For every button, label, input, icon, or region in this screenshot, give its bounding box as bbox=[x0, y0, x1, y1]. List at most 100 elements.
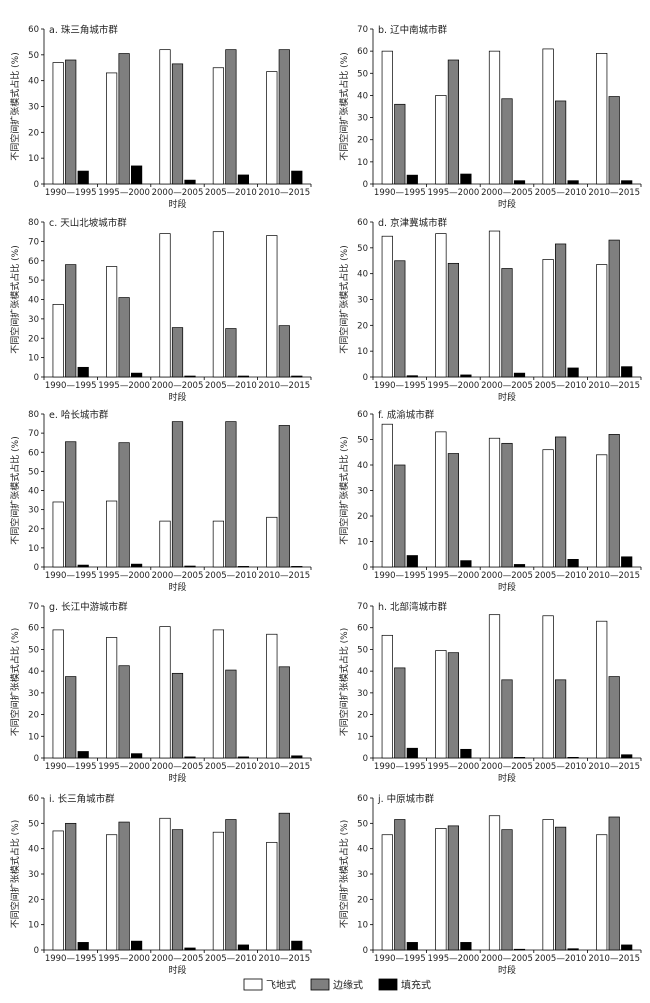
bar-tianchong bbox=[131, 563, 143, 568]
y-tick-label: 10 bbox=[357, 921, 368, 931]
x-tick-label: 2010—2015 bbox=[258, 954, 310, 964]
x-tick-label: 2005—2010 bbox=[535, 762, 587, 772]
bar-bianyuan bbox=[118, 442, 130, 568]
x-tick-label: 2010—2015 bbox=[258, 381, 310, 391]
bar-tianchong bbox=[513, 372, 526, 378]
bar-bianyuan bbox=[501, 98, 513, 185]
bar-bianyuan bbox=[225, 819, 237, 951]
bar-bianyuan bbox=[608, 239, 620, 378]
bar-feidi bbox=[381, 50, 393, 185]
bar-bianyuan bbox=[394, 464, 406, 568]
legend-swatch-bianyuan bbox=[310, 978, 330, 991]
y-tick-label: 0 bbox=[363, 180, 368, 190]
x-tick-label: 2005—2010 bbox=[205, 381, 257, 391]
bar-bianyuan bbox=[608, 676, 620, 759]
bar-tianchong bbox=[184, 947, 196, 951]
legend-swatch-tianchong bbox=[378, 978, 398, 991]
bar-tianchong bbox=[513, 756, 526, 759]
bar-bianyuan bbox=[278, 49, 290, 185]
bar-feidi bbox=[52, 629, 64, 759]
x-tick-label: 2000—2005 bbox=[152, 381, 204, 391]
x-tick-label: 1995—2000 bbox=[428, 571, 480, 581]
bar-feidi bbox=[52, 830, 64, 951]
y-tick-label: 0 bbox=[363, 373, 368, 383]
x-tick-label: 1990—1995 bbox=[374, 762, 426, 772]
bar-tianchong bbox=[567, 558, 579, 568]
bar-bianyuan bbox=[225, 421, 237, 568]
y-tick-label: 40 bbox=[28, 667, 39, 677]
x-tick-label: 1990—1995 bbox=[374, 381, 426, 391]
bar-bianyuan bbox=[118, 53, 130, 185]
x-tick-label: 2010—2015 bbox=[588, 762, 640, 772]
chart-panel: 0 10 20 30 40 50 60 1990—1995 1995—2000 2000—2005… bbox=[338, 217, 642, 403]
bar-feidi bbox=[212, 67, 224, 185]
bar-bianyuan bbox=[608, 96, 620, 185]
x-tick-label: 2010—2015 bbox=[588, 954, 640, 964]
y-tick-label: 50 bbox=[28, 51, 39, 61]
x-tick-label: 2000—2005 bbox=[481, 188, 533, 198]
y-tick-label: 10 bbox=[28, 154, 39, 164]
bar-bianyuan bbox=[554, 679, 567, 759]
bar-tianchong bbox=[460, 748, 472, 759]
y-tick-label: 50 bbox=[357, 436, 368, 446]
x-axis-title: 时段 bbox=[498, 198, 516, 210]
panel-title: c. 天山北坡城市群 bbox=[49, 217, 127, 229]
bar-tianchong bbox=[77, 751, 89, 759]
bar-feidi bbox=[212, 831, 224, 951]
bar-feidi bbox=[381, 423, 393, 568]
x-axis-title: 时段 bbox=[168, 581, 186, 593]
y-axis-title: 不同空间扩张模式占比 (%) bbox=[9, 820, 21, 928]
bar-feidi bbox=[596, 834, 608, 951]
chart-panel: 0 10 20 30 40 50 60 70 1990—1995 1995—2000 2000—20… bbox=[9, 601, 312, 784]
x-tick-label: 2005—2010 bbox=[205, 762, 257, 772]
bar-tianchong bbox=[291, 755, 303, 759]
y-tick-label: 30 bbox=[28, 315, 39, 325]
y-tick-label: 20 bbox=[357, 136, 368, 146]
y-axis-title: 不同空间扩张模式占比 (%) bbox=[338, 436, 350, 544]
bar-bianyuan bbox=[171, 327, 184, 378]
x-axis-title: 时段 bbox=[168, 391, 186, 403]
y-tick-label: 0 bbox=[34, 373, 39, 383]
panel-title: g. 长江中游城市群 bbox=[49, 601, 128, 613]
bar-bianyuan bbox=[447, 825, 459, 951]
y-tick-label: 50 bbox=[28, 819, 39, 829]
x-tick-label: 2010—2015 bbox=[258, 762, 310, 772]
y-tick-label: 60 bbox=[357, 410, 368, 420]
x-tick-label: 2010—2015 bbox=[258, 571, 310, 581]
x-tick-label: 2005—2010 bbox=[535, 381, 587, 391]
bar-bianyuan bbox=[171, 421, 184, 568]
y-tick-label: 50 bbox=[357, 645, 368, 655]
panel-title: h. 北部湾城市群 bbox=[378, 601, 448, 613]
bar-feidi bbox=[266, 71, 278, 185]
x-axis-title: 时段 bbox=[498, 964, 516, 976]
x-tick-label: 2005—2010 bbox=[205, 188, 257, 198]
bar-tianchong bbox=[131, 165, 143, 185]
x-tick-label: 2010—2015 bbox=[588, 188, 640, 198]
bar-tianchong bbox=[184, 565, 196, 568]
y-tick-label: 60 bbox=[28, 25, 39, 35]
y-tick-label: 60 bbox=[28, 448, 39, 458]
x-tick-label: 1995—2000 bbox=[428, 381, 480, 391]
bar-bianyuan bbox=[447, 262, 459, 378]
y-tick-label: 30 bbox=[357, 487, 368, 497]
chart-panel: 0 10 20 30 40 50 60 1990—1995 1995—2000 2000—2005… bbox=[338, 409, 642, 593]
bar-feidi bbox=[488, 614, 501, 759]
bar-feidi bbox=[52, 303, 64, 378]
bar-bianyuan bbox=[554, 243, 567, 378]
y-tick-label: 70 bbox=[357, 602, 368, 612]
y-tick-label: 0 bbox=[34, 180, 39, 190]
y-tick-label: 30 bbox=[28, 870, 39, 880]
bar-feidi bbox=[542, 449, 554, 568]
bar-bianyuan bbox=[65, 441, 77, 568]
panel-title: a. 珠三角城市群 bbox=[49, 24, 118, 36]
y-tick-label: 30 bbox=[28, 506, 39, 516]
x-tick-label: 2000—2005 bbox=[481, 762, 533, 772]
bar-feidi bbox=[435, 650, 447, 759]
x-axis-title: 时段 bbox=[498, 581, 516, 593]
y-tick-label: 40 bbox=[28, 77, 39, 87]
bar-bianyuan bbox=[278, 325, 290, 378]
panel-title: i. 长三角城市群 bbox=[49, 793, 115, 805]
bar-bianyuan bbox=[394, 667, 406, 759]
x-tick-label: 1995—2000 bbox=[98, 954, 150, 964]
